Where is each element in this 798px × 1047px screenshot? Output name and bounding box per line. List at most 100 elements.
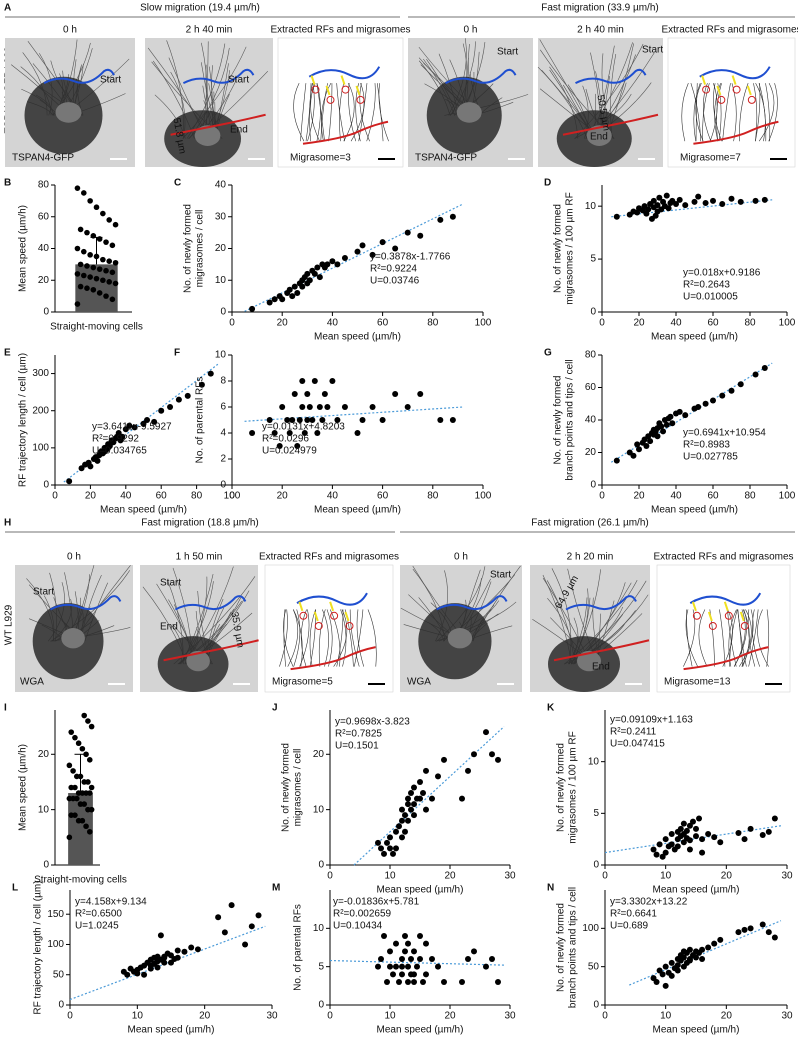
fit-annotation: R²=0.9224 (370, 264, 417, 275)
image-label: WGA (407, 677, 431, 688)
x-tick-label: 60 (707, 318, 719, 329)
x-tick-label: 0 (327, 871, 333, 882)
point (737, 198, 744, 205)
fit-annotation: U=0.1501 (335, 741, 379, 752)
point (68, 812, 75, 818)
y-tick-label: 200 (32, 405, 49, 416)
panel-letter: I (4, 703, 7, 714)
x-tick-label: 20 (721, 1011, 733, 1022)
panel-letter: D (544, 178, 551, 189)
point (341, 404, 348, 410)
fiber (358, 83, 368, 142)
point (417, 232, 424, 239)
point (654, 202, 661, 209)
image-label: TSPAN4-GFP (12, 153, 74, 164)
point (266, 299, 273, 306)
point (109, 242, 116, 249)
point (90, 233, 97, 239)
point (699, 849, 706, 856)
fit-annotation: U=0.10434 (333, 921, 383, 932)
fit-annotation: R²=0.2411 (610, 727, 657, 738)
point (66, 795, 73, 802)
point (141, 971, 148, 978)
fiber (748, 609, 759, 667)
fiber (741, 609, 754, 667)
fiber (703, 83, 712, 142)
point (81, 779, 88, 785)
point (291, 391, 298, 397)
point (663, 192, 670, 199)
point (645, 206, 652, 213)
point (296, 417, 303, 423)
y-tick-label: 40 (38, 243, 50, 254)
panel-letter: G (544, 348, 552, 359)
fiber (328, 83, 333, 142)
point (369, 251, 376, 258)
point (100, 256, 106, 263)
point (96, 236, 103, 242)
y-axis-label: migrasomes / 100 µm RF (565, 192, 576, 304)
point (693, 954, 699, 961)
point (354, 248, 361, 255)
point (408, 790, 414, 797)
point (151, 418, 158, 425)
point (319, 417, 326, 423)
panel-letter: F (174, 348, 180, 359)
arrow (340, 75, 346, 85)
image-label: End (160, 622, 178, 633)
y-axis-label: migrasomes / cell (293, 749, 304, 827)
point (699, 956, 706, 962)
image-label: Migrasome=3 (290, 153, 351, 164)
fit-line (610, 362, 773, 463)
point (417, 795, 423, 802)
point (393, 963, 399, 970)
point (676, 408, 683, 415)
point (375, 963, 381, 970)
point (299, 404, 306, 410)
fiber (752, 609, 760, 667)
fiber (695, 83, 704, 142)
fit-annotation: y=4.158x+9.134 (75, 897, 147, 908)
start-line (689, 592, 762, 606)
point (765, 828, 772, 835)
point (735, 929, 742, 936)
fit-line (69, 925, 266, 1001)
point (359, 242, 366, 249)
fiber (293, 609, 303, 667)
y-tick-label: 100 (47, 939, 64, 950)
fit-annotation: U=0.024979 (262, 446, 317, 457)
point (175, 396, 182, 403)
x-tick-label: 100 (475, 318, 492, 329)
y-axis-label: No. of newly formed (183, 204, 194, 293)
y-tick-label: 20 (313, 749, 325, 760)
point (441, 756, 447, 763)
fiber (757, 609, 769, 667)
arrow (701, 75, 707, 85)
panel-letter: B (4, 178, 11, 189)
point (405, 979, 411, 985)
point (761, 365, 768, 371)
point (686, 846, 693, 853)
point (658, 423, 665, 430)
point (710, 197, 716, 204)
point (93, 275, 100, 282)
start-line (699, 66, 771, 80)
point (311, 270, 318, 277)
fiber (768, 83, 778, 142)
point (759, 921, 766, 928)
arrow (723, 601, 729, 612)
point (761, 196, 768, 203)
point (83, 751, 89, 758)
point (384, 839, 390, 846)
point (668, 972, 675, 979)
image-label: Start (160, 578, 181, 589)
fit-annotation: y=0.0131x+4.8203 (262, 422, 345, 433)
fiber (300, 83, 307, 142)
point (161, 959, 168, 966)
point (393, 940, 399, 947)
point (420, 979, 426, 985)
point (771, 934, 778, 941)
nucleus (55, 102, 82, 123)
point (86, 757, 93, 763)
point (693, 825, 699, 832)
